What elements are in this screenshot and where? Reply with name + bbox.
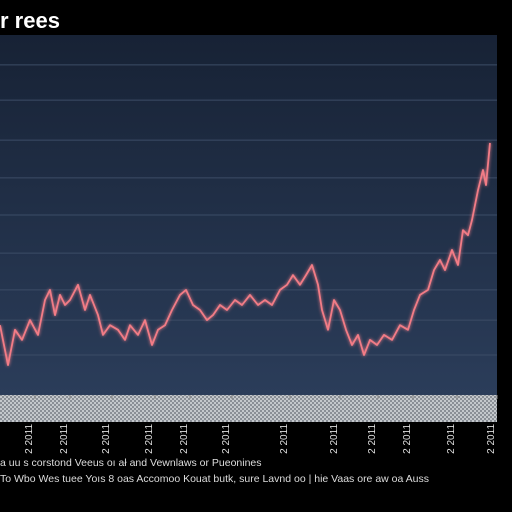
x-tick-label: 2 2011 <box>329 424 340 454</box>
x-tick-label: 2 2011 <box>144 424 155 454</box>
hatched-band <box>0 395 497 422</box>
x-tick-label: 2 2011 <box>279 424 290 454</box>
x-tick-label: 2 2011 <box>221 424 232 454</box>
x-tick-label: 2 2011 <box>179 424 190 454</box>
data-line <box>0 142 491 366</box>
x-tick-label: 2 2011 <box>59 424 70 454</box>
x-tick-label: 2 2011 <box>367 424 378 454</box>
x-tick-label: 2 2011 <box>24 424 35 454</box>
x-tick-label: 2 2011 <box>446 424 457 454</box>
x-tick-label: 2 2011 <box>101 424 112 454</box>
x-tick-label: 2 2011 <box>402 424 413 454</box>
chart-title: r rees <box>0 8 60 33</box>
caption: a uu s corstond Veeus oı ał and Vewnlaws… <box>0 457 262 469</box>
x-tick-label: 2 2011 <box>486 424 497 454</box>
caption: To Wbo Wes tuee Yoıs 8 oas Accomoo Kouat… <box>0 473 429 485</box>
